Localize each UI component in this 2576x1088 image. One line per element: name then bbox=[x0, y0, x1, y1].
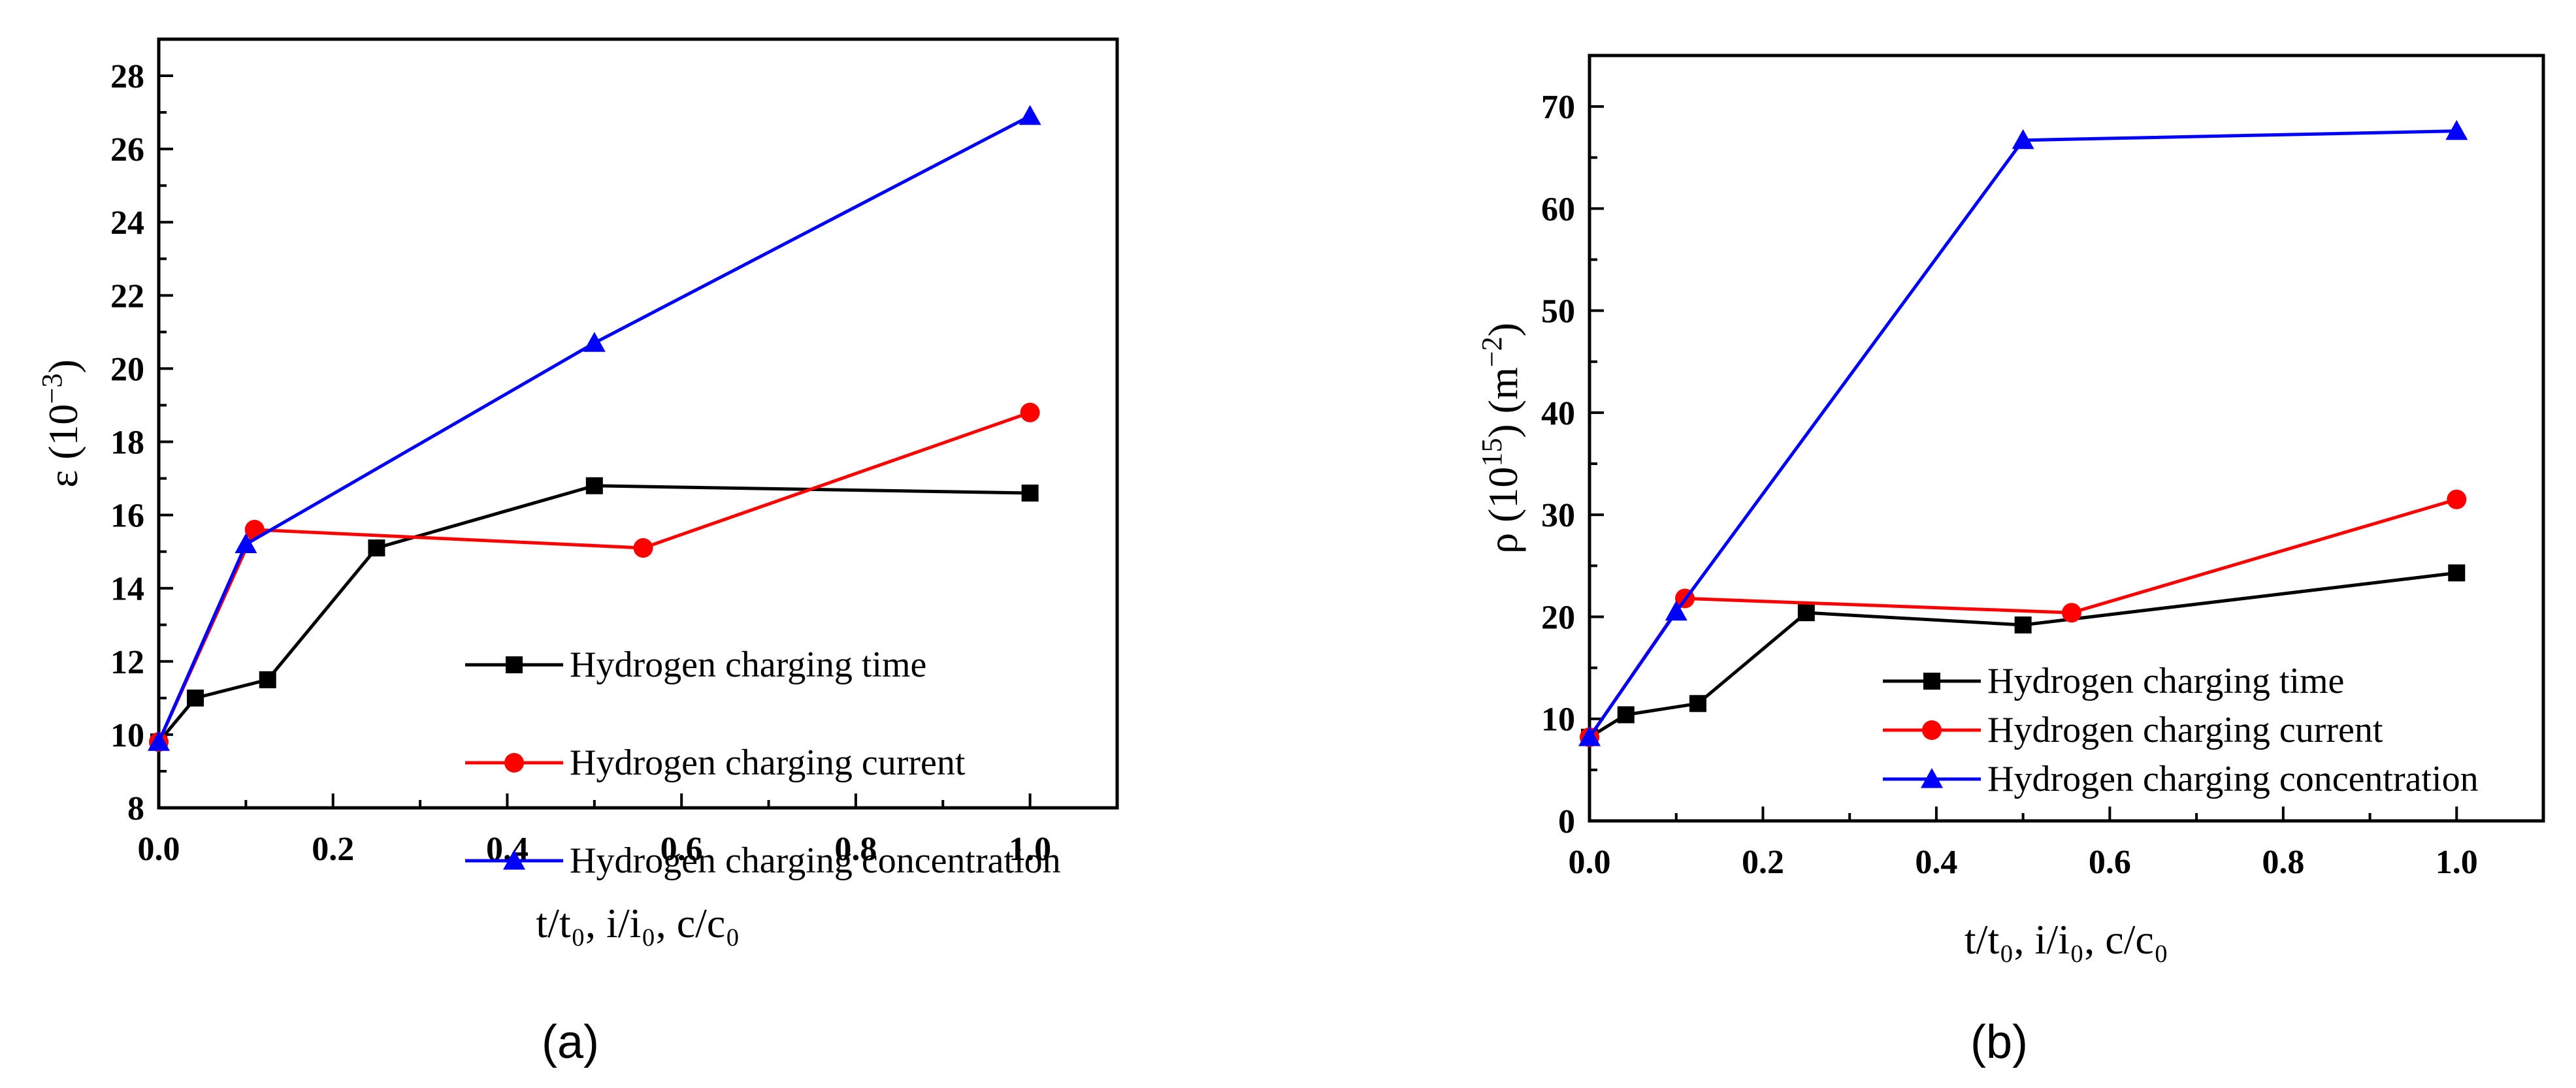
y-tick-label: 8 bbox=[127, 790, 144, 827]
data-point bbox=[259, 671, 276, 688]
legend-label: Hydrogen charging time bbox=[1987, 661, 2344, 701]
y-axis-title-superscript: 15 bbox=[1476, 438, 1508, 467]
data-point bbox=[235, 533, 257, 554]
y-tick-label: 22 bbox=[110, 278, 144, 315]
y-tick-label: 0 bbox=[1558, 803, 1575, 840]
panel-label: (a) bbox=[542, 1016, 599, 1068]
data-point bbox=[148, 731, 170, 751]
legend-marker bbox=[1922, 720, 1942, 740]
x-axis-title: t/t₀, i/i₀, c/c₀ bbox=[1965, 916, 2168, 963]
data-point bbox=[2447, 489, 2467, 509]
y-tick-label: 18 bbox=[110, 424, 144, 462]
y-tick-label: 20 bbox=[1541, 599, 1575, 636]
plot-frame bbox=[1588, 54, 2545, 823]
y-axis-title-part: ρ (10 bbox=[1480, 467, 1526, 554]
x-tick-label: 0.2 bbox=[1742, 844, 1784, 881]
series-square bbox=[150, 477, 1039, 751]
legend: Hydrogen charging time Hydrogen charging … bbox=[465, 645, 1061, 881]
data-point bbox=[1021, 484, 1039, 502]
y-axis-title-superscript: −2 bbox=[1476, 336, 1508, 367]
panel-label: (b) bbox=[1970, 1016, 2028, 1068]
series-line bbox=[157, 114, 1031, 743]
x-axis-title: t/t₀, i/i₀, c/c₀ bbox=[536, 900, 740, 946]
x-tick-label: 0.4 bbox=[1915, 844, 1957, 881]
data-point bbox=[583, 332, 606, 352]
legend-marker bbox=[1923, 673, 1940, 690]
y-axis-title-part: ε (10 bbox=[40, 404, 86, 487]
y-tick-label: 12 bbox=[110, 644, 144, 681]
y-tick-label: 60 bbox=[1541, 191, 1575, 228]
legend-label: Hydrogen charging current bbox=[570, 743, 966, 783]
y-axis-title-part: ) bbox=[1480, 323, 1526, 336]
y-tick-label: 70 bbox=[1541, 89, 1575, 126]
y-axis-title-part: ) (m bbox=[1480, 367, 1526, 438]
data-point bbox=[1689, 695, 1706, 712]
data-point bbox=[1578, 726, 1601, 746]
chart-panel-b: 0.0 0.2 0.4 0.6 0.8 1.0 0 10 20 30 40 50 60 70 Hydroge… bbox=[1476, 54, 2545, 1068]
data-point bbox=[1797, 604, 1815, 622]
y-tick-label: 10 bbox=[1541, 701, 1575, 739]
data-point bbox=[1665, 600, 1687, 621]
y-tick-label: 40 bbox=[1541, 395, 1575, 432]
series-triangle bbox=[148, 104, 1041, 751]
x-tick-label: 0.6 bbox=[2089, 844, 2131, 881]
y-tick-label: 30 bbox=[1541, 497, 1575, 534]
data-point bbox=[2014, 616, 2032, 633]
legend-marker bbox=[1921, 768, 1943, 788]
x-tick-label: 0.8 bbox=[834, 831, 877, 868]
x-tick-label: 0.6 bbox=[660, 831, 703, 868]
x-tick-label: 0.0 bbox=[1569, 844, 1611, 881]
data-point bbox=[2445, 120, 2468, 140]
data-point bbox=[368, 539, 385, 557]
data-point bbox=[2448, 564, 2466, 582]
y-axis-title-superscript: −3 bbox=[36, 374, 68, 404]
data-point bbox=[585, 477, 603, 494]
legend-marker bbox=[503, 850, 525, 870]
data-point bbox=[1617, 706, 1635, 724]
chart-panel-a: 0.0 0.2 0.4 0.6 0.8 1.0810121416182022242628H… bbox=[36, 37, 1119, 1068]
y-axis-title: ρ (1015) (m−2) bbox=[1476, 323, 1526, 554]
data-point bbox=[1020, 402, 1040, 423]
legend-label: Hydrogen charging current bbox=[1987, 710, 2383, 750]
data-point bbox=[1019, 104, 1041, 125]
data-point bbox=[2061, 603, 2081, 623]
y-tick-label: 26 bbox=[110, 131, 144, 168]
legend-marker bbox=[506, 656, 523, 673]
y-axis-title-part: ) bbox=[40, 359, 86, 373]
data-point bbox=[633, 538, 653, 558]
y-tick-label: 28 bbox=[110, 58, 144, 95]
x-tick-label: 0.2 bbox=[312, 831, 354, 868]
data-point bbox=[2012, 129, 2034, 150]
y-tick-label: 16 bbox=[110, 498, 144, 535]
series-triangle bbox=[1578, 120, 2468, 746]
series-line bbox=[157, 484, 1030, 743]
x-tick-label: 1.0 bbox=[1009, 831, 1051, 868]
legend-label: Hydrogen charging concentration bbox=[1987, 759, 2479, 799]
series-line bbox=[157, 411, 1031, 743]
legend-label: Hydrogen charging concentration bbox=[570, 840, 1061, 881]
y-tick-label: 50 bbox=[1541, 293, 1575, 330]
legend-label: Hydrogen charging time bbox=[570, 645, 926, 685]
data-point bbox=[187, 689, 204, 707]
y-tick-label: 20 bbox=[110, 351, 144, 388]
legend-marker bbox=[504, 753, 524, 773]
y-axis-title: ε (10−3) bbox=[36, 359, 86, 487]
x-tick-label: 0.8 bbox=[2262, 844, 2304, 881]
x-tick-label: 1.0 bbox=[2436, 844, 2478, 881]
y-tick-label: 14 bbox=[110, 571, 144, 608]
y-tick-label: 10 bbox=[110, 717, 144, 754]
x-tick-label: 0.0 bbox=[138, 831, 180, 868]
y-tick-label: 24 bbox=[110, 204, 144, 242]
plot-frame bbox=[157, 37, 1119, 810]
legend: Hydrogen charging time Hydrogen charging … bbox=[1883, 661, 2479, 799]
series-line bbox=[1588, 129, 2457, 739]
series-circle bbox=[149, 402, 1040, 752]
